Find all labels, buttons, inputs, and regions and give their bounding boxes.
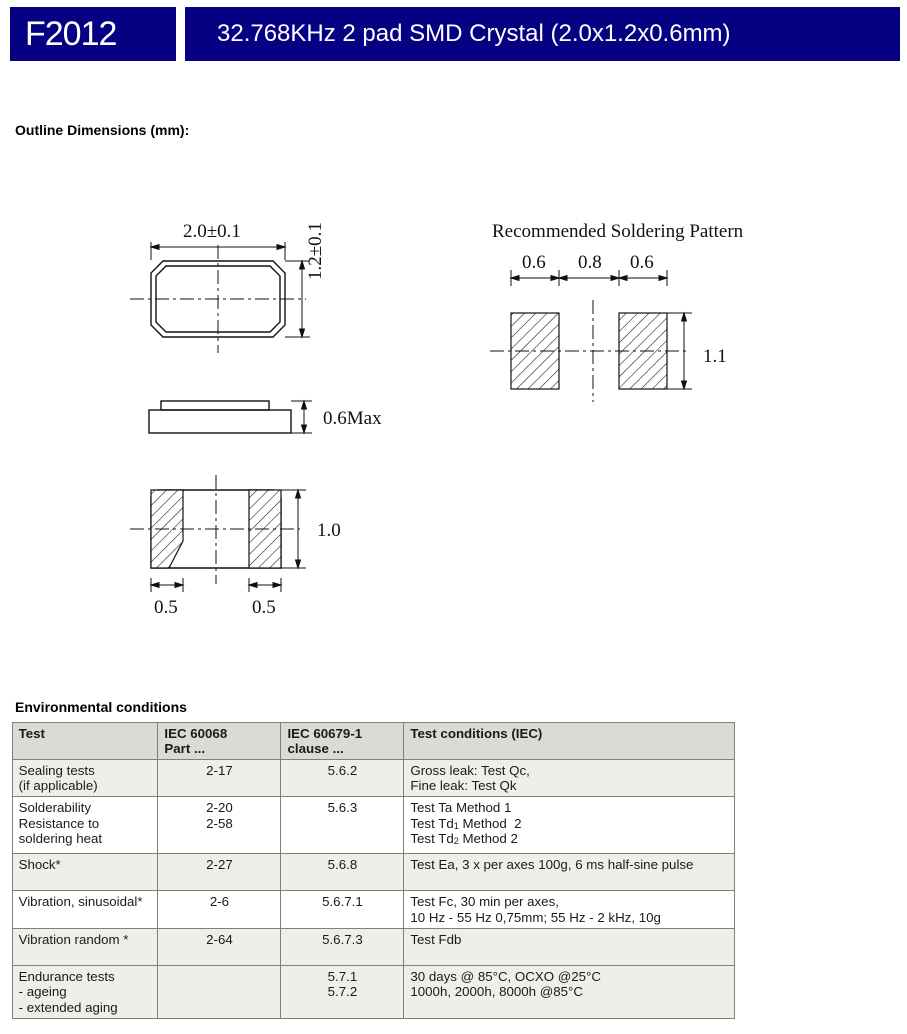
svg-text:1.0: 1.0 [317, 520, 341, 541]
svg-text:1.1: 1.1 [703, 346, 727, 367]
svg-text:0.5: 0.5 [154, 597, 178, 618]
svg-text:0.6: 0.6 [630, 252, 654, 273]
svg-text:1.2±0.1: 1.2±0.1 [305, 222, 326, 280]
svg-text:Recommended Soldering Pattern: Recommended Soldering Pattern [492, 221, 744, 242]
svg-text:0.6: 0.6 [522, 252, 546, 273]
svg-text:2.0±0.1: 2.0±0.1 [183, 221, 241, 242]
svg-text:0.6Max: 0.6Max [323, 408, 382, 429]
svg-text:0.5: 0.5 [252, 597, 276, 618]
svg-text:0.8: 0.8 [578, 252, 602, 273]
